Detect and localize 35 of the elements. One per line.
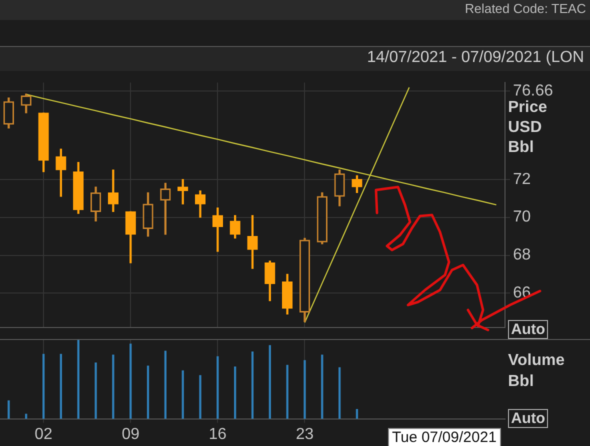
bar [94,362,97,419]
chart-subtitle: 14/07/2021 - 07/09/2021 (LON [366,49,584,67]
bar [286,364,288,419]
bar [112,354,114,419]
bar [182,370,184,419]
bar [338,367,341,419]
bar [268,345,271,419]
bar [25,414,28,419]
bar [199,375,202,419]
x-tick-label: 02 [34,426,53,443]
y-tick-label: 72 [513,170,531,188]
y-axis-title: Price USD Bbl [508,98,548,158]
bar [304,360,306,419]
y-tick-label: 70 [513,208,531,226]
bar [8,400,10,419]
y-tick-label: 68 [513,246,531,264]
text: Auto [508,320,548,339]
bar [77,340,80,419]
bar [146,366,150,419]
y-tick-label: 76.66 [513,82,554,100]
bar [251,351,254,419]
text: Tue 07/09/2021 [388,428,501,446]
bar [216,356,219,419]
bar [42,354,45,419]
x-tick-label: 09 [122,426,140,443]
x-tick-label: 16 [208,426,227,443]
bar [60,354,62,419]
x-tick-label: 23 [296,426,314,443]
text: Auto [508,409,548,428]
text: Related Code: TEAC [464,1,586,16]
bar [321,354,324,419]
bar [130,344,132,419]
bar [234,366,236,419]
y-axis-title: Volume Bbl [508,351,566,392]
bar [164,350,167,419]
